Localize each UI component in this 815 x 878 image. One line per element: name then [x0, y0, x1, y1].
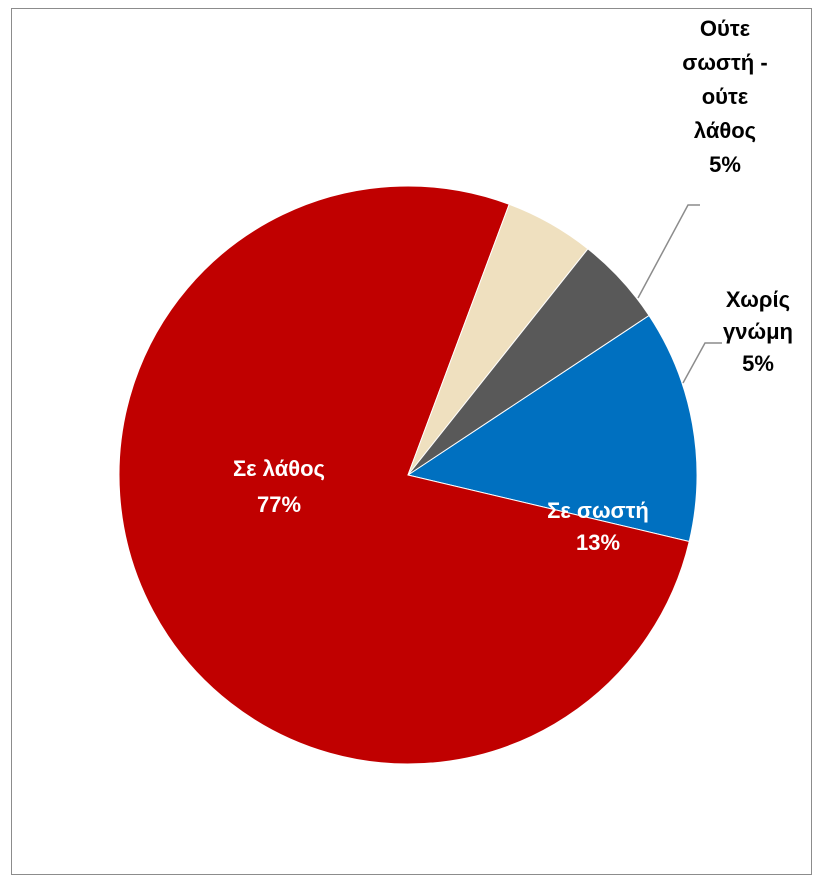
- slice-name-label: σωστή -: [682, 50, 767, 75]
- leader-line-oute-sosti: [637, 204, 700, 299]
- slice-percent-label: 5%: [742, 351, 774, 376]
- leader-lines: [637, 204, 722, 384]
- slice-se-lathos: [118, 185, 690, 765]
- leader-line-xoris-gnomi: [682, 342, 722, 384]
- slice-name-label: Σε λάθος: [233, 456, 325, 481]
- slice-percent-label: 5%: [709, 152, 741, 177]
- slice-name-label: Χωρίς: [726, 287, 790, 312]
- slice-name-label: Ούτε: [700, 16, 751, 41]
- slice-se-lathos-label: Σε λάθος 77%: [233, 456, 325, 517]
- slice-name-label: λάθος: [694, 118, 756, 143]
- slice-name-label: ούτε: [702, 84, 749, 109]
- slice-se-sosti-label: Σε σωστή 13%: [547, 498, 649, 555]
- slice-xoris-gnomi: [407, 248, 650, 476]
- slice-oute-sosti-oute-lathos-label: Ούτε σωστή - ούτε λάθος 5%: [682, 16, 767, 177]
- slice-xoris-gnomi-label: Χωρίς γνώμη 5%: [723, 287, 793, 376]
- slice-percent-label: 77%: [257, 492, 301, 517]
- slice-name-label: Σε σωστή: [547, 498, 649, 523]
- slice-se-sosti: [406, 314, 698, 543]
- pie-slices: [118, 185, 698, 765]
- slice-percent-label: 13%: [576, 530, 620, 555]
- slice-name-label: γνώμη: [723, 319, 793, 344]
- slice-labels: Σε σωστή 13% Σε λάθος 77% Ούτε σωστή - ούτε λάθ…: [233, 16, 793, 555]
